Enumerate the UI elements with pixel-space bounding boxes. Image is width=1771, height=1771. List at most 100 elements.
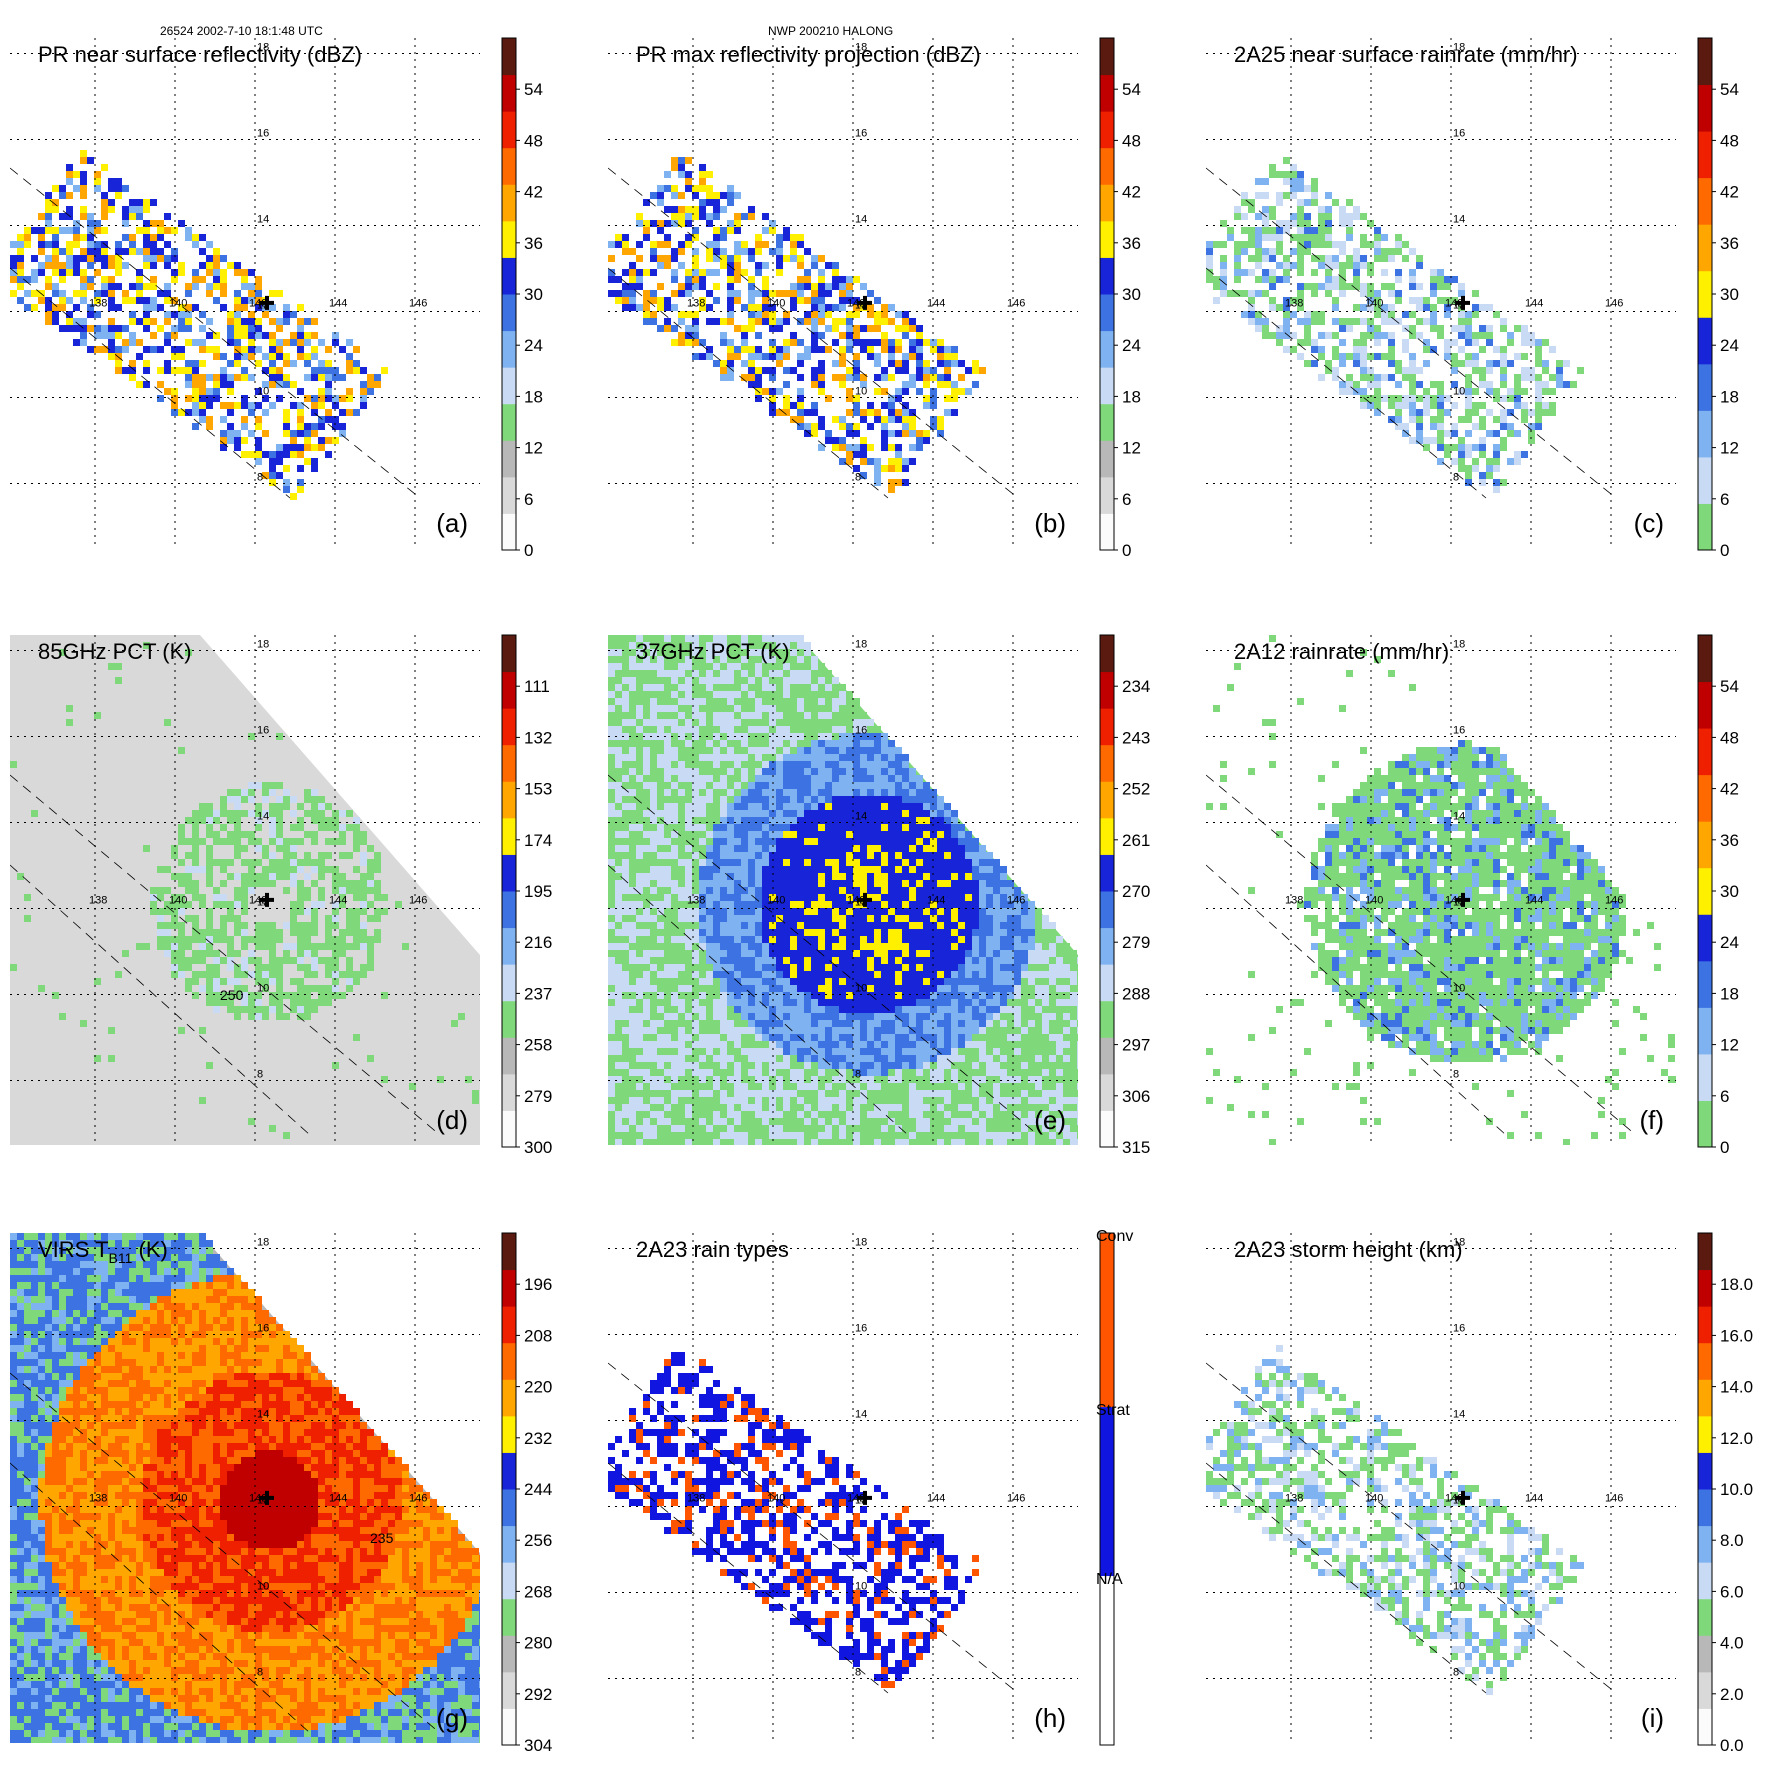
lon-label: 144 xyxy=(927,1493,945,1505)
lon-label: 140 xyxy=(767,895,785,907)
colorbar-tick-label: 297 xyxy=(1122,1036,1150,1055)
lat-label: 8 xyxy=(1453,1069,1459,1081)
pr-swath-edge xyxy=(608,774,1039,1136)
storm-center-marker xyxy=(260,1490,274,1505)
colorbar-segment xyxy=(1100,38,1114,76)
colorbar-tick-label: 36 xyxy=(1720,831,1739,850)
colorbar-f: 0 6 12 18 24 30 36 42 48 54 xyxy=(1697,634,1739,1157)
colorbar-tick-label: 196 xyxy=(524,1275,552,1294)
colorbar-tick-label: 270 xyxy=(1122,882,1150,901)
colorbar-segment xyxy=(1698,1635,1712,1673)
colorbar-segment xyxy=(1698,1415,1712,1453)
colorbar-c: 0 6 12 18 24 30 36 42 48 54 xyxy=(1697,37,1739,560)
storm-center-marker xyxy=(1456,892,1470,907)
colorbar-tick-label: 279 xyxy=(1122,933,1150,952)
lat-label: 10 xyxy=(1453,386,1465,398)
colorbar-tick-label: 42 xyxy=(1720,183,1739,202)
panel-label: (e) xyxy=(1034,1105,1066,1135)
lat-label: 16 xyxy=(855,128,867,140)
colorbar-tick-label: 18.0 xyxy=(1720,1275,1753,1294)
lon-label: 142 xyxy=(249,298,267,310)
panel-title: 2A23 storm height (km) xyxy=(1234,1237,1463,1262)
lon-label: 140 xyxy=(767,1493,785,1505)
colorbar-segment xyxy=(1100,817,1114,855)
colorbar-e: 315 306 297 288 279 270 261 252 243 234 xyxy=(1099,634,1150,1157)
lat-label: 14 xyxy=(257,811,269,823)
colorbar-segment xyxy=(1698,774,1712,822)
colorbar-segment xyxy=(1698,131,1712,179)
colorbar-segment xyxy=(1698,914,1712,962)
colorbar-segment xyxy=(502,330,516,368)
colorbar-segment xyxy=(1100,513,1114,551)
lat-label: 10 xyxy=(257,983,269,995)
pr-swath-edge xyxy=(608,267,889,499)
pr-swath-edge xyxy=(608,167,1019,499)
header-storm-name: NWP 200210 HALONG xyxy=(768,24,894,38)
panel-label: (b) xyxy=(1034,508,1066,538)
colorbar-segment xyxy=(1698,1562,1712,1600)
pr-swath-edge xyxy=(1206,1462,1487,1694)
colorbar-segment xyxy=(1698,270,1712,318)
colorbar-segment xyxy=(1100,476,1114,514)
colorbar-tick-label: 0 xyxy=(524,541,533,560)
colorbar-tick-label: 292 xyxy=(524,1685,552,1704)
colorbar-segment xyxy=(1100,964,1114,1002)
lat-label: 8 xyxy=(257,1667,263,1679)
colorbar-segment xyxy=(1100,854,1114,892)
colorbar-segment xyxy=(1698,1306,1712,1344)
lat-label: 16 xyxy=(855,1323,867,1335)
lat-label: 8 xyxy=(1453,472,1459,484)
colorbar-tick-label: 24 xyxy=(524,336,543,355)
colorbar-tick-label: 268 xyxy=(524,1582,552,1601)
colorbar-segment xyxy=(1698,1007,1712,1055)
lat-label: 18 xyxy=(855,1237,867,1249)
lon-label: 138 xyxy=(89,895,107,907)
lon-label: 138 xyxy=(1285,298,1303,310)
lat-label: 8 xyxy=(855,472,861,484)
storm-center-marker xyxy=(858,295,872,310)
lon-label: 146 xyxy=(1605,895,1623,907)
colorbar-tick-label: 280 xyxy=(524,1634,552,1653)
colorbar-tick-label: 261 xyxy=(1122,831,1150,850)
panel-label: (g) xyxy=(436,1703,468,1733)
lon-label: 142 xyxy=(847,895,865,907)
lat-label: 14 xyxy=(855,811,867,823)
colorbar-segment xyxy=(1698,1708,1712,1746)
panel-title: 2A12 rainrate (mm/hr) xyxy=(1234,639,1449,664)
pr-swath-edge xyxy=(1206,267,1487,499)
lon-label: 146 xyxy=(409,895,427,907)
lat-label: 16 xyxy=(257,128,269,140)
colorbar-segment xyxy=(502,1562,516,1600)
colorbar-tick-label: 232 xyxy=(524,1429,552,1448)
colorbar-segment xyxy=(1698,1233,1712,1271)
lat-label: 16 xyxy=(257,725,269,737)
colorbar-segment xyxy=(502,294,516,332)
panel-title: 2A25 near surface rainrate (mm/hr) xyxy=(1234,42,1578,67)
colorbar-tick-label: 48 xyxy=(1122,131,1141,150)
colorbar-tick-label: Conv xyxy=(1096,1228,1133,1245)
colorbar-segment xyxy=(1698,960,1712,1008)
colorbar-d: 300 279 258 237 216 195 174 153 132 111 xyxy=(501,634,552,1157)
lon-label: 144 xyxy=(927,895,945,907)
colorbar-tick-label: 18 xyxy=(524,387,543,406)
lon-label: 140 xyxy=(1365,1493,1383,1505)
lat-label: 16 xyxy=(1453,128,1465,140)
colorbar-tick-label: 258 xyxy=(524,1036,552,1055)
colorbar-segment xyxy=(1698,867,1712,915)
colorbar-segment xyxy=(502,513,516,551)
colorbar-segment xyxy=(1698,681,1712,729)
colorbar-segment xyxy=(1100,147,1114,185)
lon-label: 146 xyxy=(409,1493,427,1505)
colorbar-segment xyxy=(1100,671,1114,709)
lon-label: 146 xyxy=(1605,1493,1623,1505)
colorbar-tick-label: 111 xyxy=(524,677,550,696)
